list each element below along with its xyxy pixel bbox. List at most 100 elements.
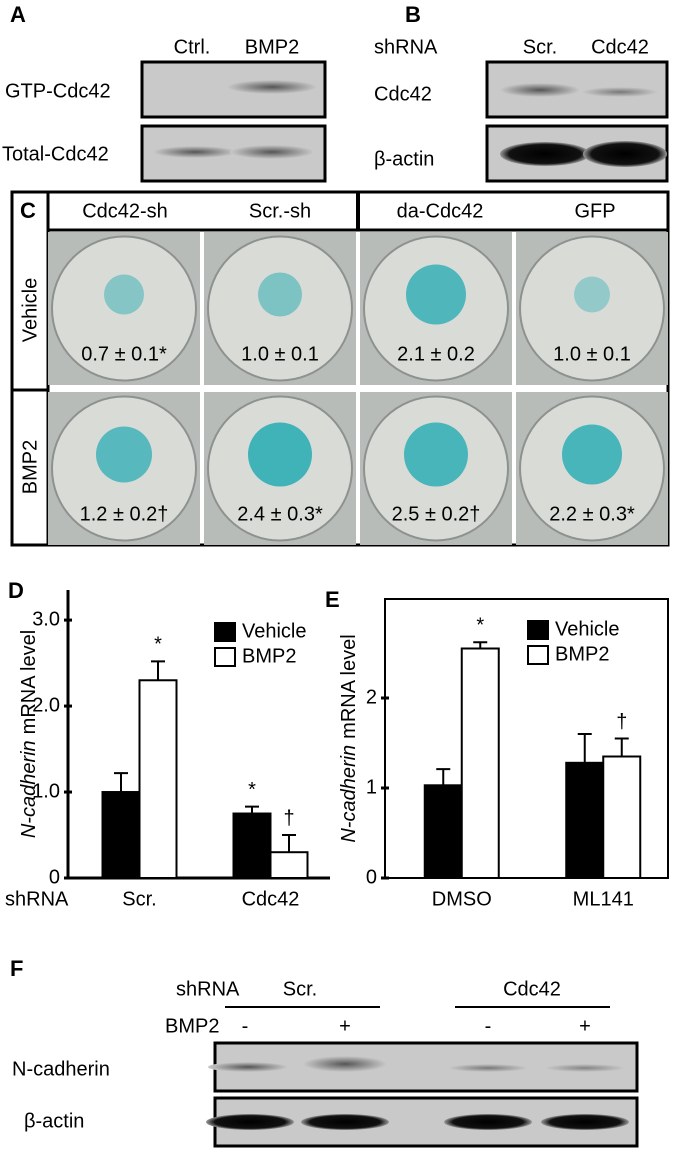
error-bar [473, 641, 488, 649]
x-tick-label: Scr. [122, 888, 156, 910]
band [541, 1114, 629, 1130]
panel-label: B [405, 2, 421, 27]
panel-label: C [20, 198, 36, 223]
plot-frame [384, 598, 669, 879]
column-label: GFP [574, 200, 615, 222]
row-label: Total-Cdc42 [2, 143, 109, 165]
treatment-label: BMP2 [165, 1015, 219, 1037]
legend-swatch [527, 645, 549, 665]
legend-label: BMP2 [242, 645, 296, 667]
bar [460, 647, 500, 879]
significance: † [616, 711, 627, 733]
y-tick-label: 1.0 [32, 780, 60, 802]
significance: * [154, 634, 162, 656]
row-label: N-cadherin [12, 1058, 110, 1080]
stain [258, 272, 302, 317]
lane-label: Ctrl. [174, 36, 211, 58]
y-tick-label: 3.0 [32, 608, 60, 630]
stain [404, 422, 468, 487]
legend-swatch [214, 622, 236, 642]
band [582, 87, 658, 97]
plate-value: 0.7 ± 0.1* [81, 343, 167, 365]
band [500, 83, 580, 97]
significance: * [248, 779, 256, 801]
band [583, 141, 667, 167]
column-label: da-Cdc42 [397, 200, 484, 222]
lane-label: Cdc42 [591, 36, 649, 58]
plate-value: 1.2 ± 0.2† [80, 503, 169, 525]
error-bar [245, 805, 259, 814]
legend-label: Vehicle [555, 618, 620, 640]
stain [104, 274, 144, 315]
band [500, 142, 590, 166]
panel-label: A [10, 2, 26, 27]
band [208, 1062, 288, 1072]
y-tick-label: 1 [366, 776, 377, 798]
stain [574, 276, 610, 313]
y-axis-label-gene: N-cadherin [338, 745, 360, 843]
y-tick-label: 0 [49, 866, 60, 888]
bar [138, 679, 178, 880]
y-tick-label: 0 [366, 866, 377, 888]
panel-label: D [8, 578, 24, 603]
y-tick-label: 2.0 [32, 694, 60, 716]
plate-value: 1.0 ± 0.1 [553, 343, 631, 365]
lane-label: - [485, 1015, 492, 1037]
plate-value: 2.4 ± 0.3* [237, 503, 323, 525]
band [206, 1114, 294, 1130]
column-label: Cdc42-sh [82, 200, 168, 222]
panel-label: E [325, 587, 340, 612]
significance: † [283, 807, 294, 829]
error-bar [436, 768, 451, 786]
y-axis-label-text: mRNA level [18, 630, 40, 734]
bar [602, 755, 642, 879]
error-bar [151, 660, 165, 681]
legend-swatch [527, 620, 549, 640]
band [303, 1056, 387, 1072]
x-header: shRNA [5, 888, 69, 910]
group-label: Scr. [283, 978, 317, 1000]
band [230, 145, 314, 159]
row-label: GTP-Cdc42 [5, 80, 111, 102]
legend-swatch [214, 647, 236, 667]
band [227, 80, 317, 94]
plate-value: 2.2 ± 0.3* [549, 503, 635, 525]
x-tick-label: DMSO [432, 888, 492, 910]
band [153, 146, 237, 158]
charts: D 0 1.0 2.0 3.0 N-cadherin mRNA level shRNA Scr.… [5, 578, 669, 910]
y-axis-label-text: mRNA level [338, 634, 360, 738]
bar [232, 812, 272, 880]
panel-label: F [10, 956, 23, 981]
column-label: Scr.-sh [249, 200, 311, 222]
band [301, 1114, 389, 1130]
bar [565, 761, 605, 879]
lane-label: + [339, 1015, 351, 1037]
y-axis-label: N-cadherin mRNA level [18, 630, 40, 838]
row-label: Cdc42 [374, 83, 432, 105]
row-label: β-actin [374, 148, 434, 170]
x-tick-label: Cdc42 [242, 888, 300, 910]
row-label: β-actin [24, 1110, 84, 1132]
legend-label: Vehicle [242, 620, 307, 642]
lane-label: BMP2 [245, 36, 299, 58]
error-bar [114, 772, 128, 793]
x-tick-label: ML141 [573, 888, 634, 910]
significance: * [476, 614, 484, 636]
row-label: Vehicle [19, 278, 41, 343]
bar [101, 791, 141, 879]
bar [423, 784, 463, 879]
y-axis-label-gene: N-cadherin [18, 740, 40, 838]
legend-label: BMP2 [555, 643, 609, 665]
y-tick-label: 2 [366, 686, 377, 708]
plate-value: 2.1 ± 0.2 [397, 343, 475, 365]
lane-label: - [242, 1015, 249, 1037]
group-label: Cdc42 [503, 978, 561, 1000]
header: shRNA [374, 36, 438, 58]
stain [248, 422, 312, 487]
error-bar [282, 834, 296, 853]
plate-value: 2.5 ± 0.2† [392, 503, 481, 525]
bar [269, 851, 309, 880]
lane-label: Scr. [523, 36, 557, 58]
stain [96, 426, 152, 483]
stain [562, 424, 622, 485]
